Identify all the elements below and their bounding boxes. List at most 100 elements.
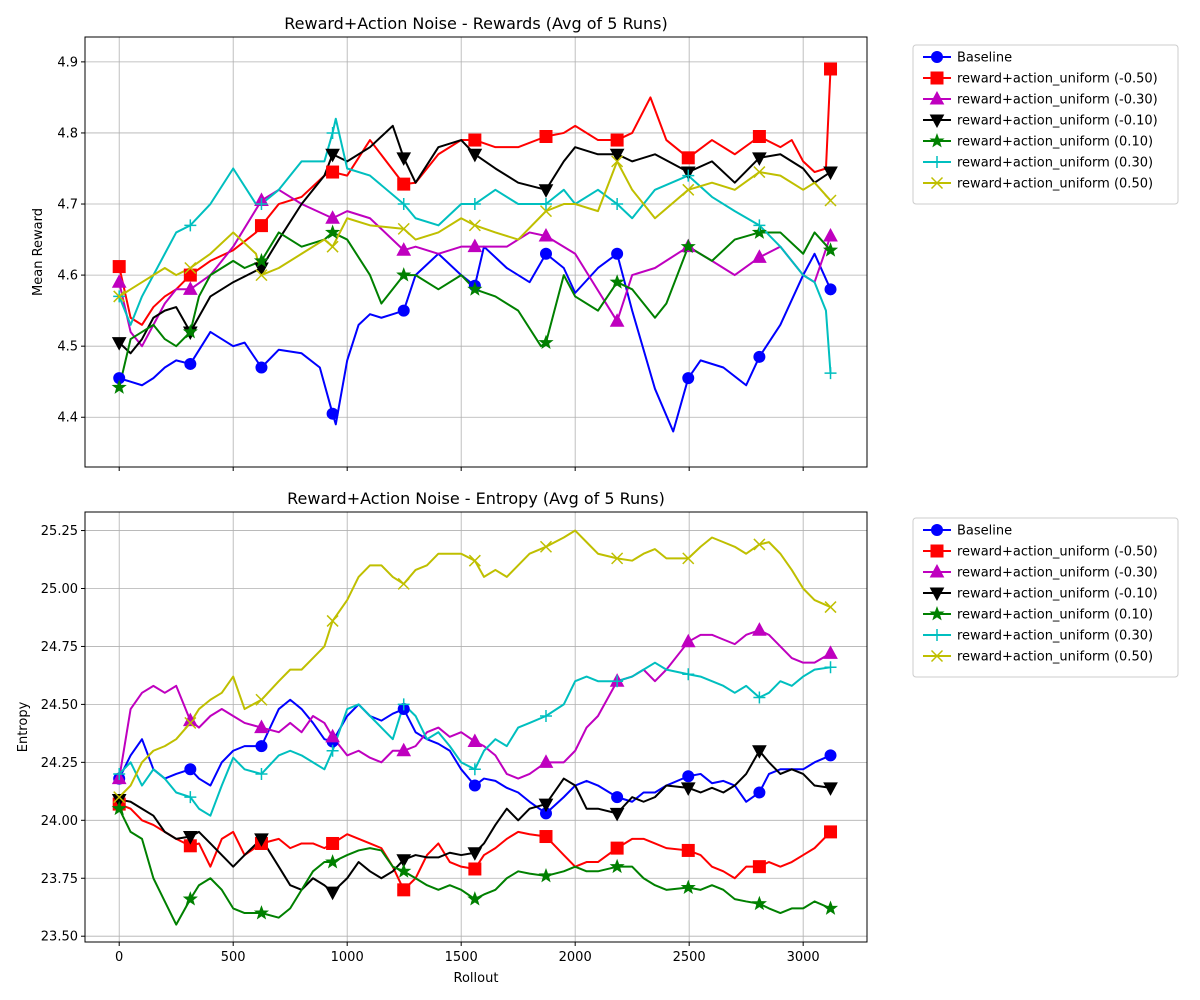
series-marker-3 [254,833,269,847]
series-marker-4 [467,891,483,906]
series-marker-5 [539,198,552,211]
legend-marker [929,133,945,148]
markers-group [111,62,839,420]
series-marker-6 [468,554,481,567]
series-marker-4 [680,879,696,894]
y-tick-label: 25.25 [41,524,78,539]
series-marker-4 [253,252,270,268]
series-marker-4 [822,900,839,915]
series-marker-0 [753,350,766,363]
series-line-2 [118,188,832,348]
entropy-chart: 0 500 1000 1500 2000 2500 3000 23.50 23.75 24.00 2… [16,489,1179,986]
series-line-1 [118,803,832,891]
series-marker-0 [468,779,481,792]
series-marker-6 [113,791,126,804]
legend-marker [929,90,945,105]
series-line-6 [118,529,831,798]
legend: Baseline reward+action_uniform (-0.50) rew… [912,517,1179,678]
legend: Baseline reward+action_uniform (-0.50) rew… [912,44,1179,205]
series-marker-0 [184,357,197,370]
series-marker-2 [325,210,340,224]
series-marker-4 [325,224,341,239]
chart-title: Reward+Action Noise - Entropy (Avg of 5 … [287,489,665,508]
axes-frame [84,511,868,943]
series-marker-2 [609,313,625,327]
series-marker-6 [326,614,339,627]
series-line-2 [118,629,832,780]
series-marker-1 [326,165,340,179]
series-marker-1 [254,219,268,233]
legend-box [912,517,1179,678]
series-marker-6 [539,540,553,553]
series-marker-0 [255,740,268,753]
series-marker-0 [326,407,339,420]
y-tick-label: 24.75 [41,640,78,655]
series-marker-2 [467,733,483,747]
y-tick-label: 4.5 [57,340,78,355]
series-marker-3 [538,184,554,198]
series-marker-4 [396,863,412,878]
series-marker-6 [753,538,766,551]
y-tick-label: 4.6 [57,269,78,284]
series-line-5 [118,661,831,817]
series-marker-5 [753,691,766,704]
series-marker-2 [396,742,412,757]
series-marker-1 [610,133,624,147]
series-marker-2 [538,754,554,768]
series-marker-3 [823,782,838,796]
legend-marker [931,51,943,63]
series-marker-2 [111,274,127,288]
series-marker-6 [255,693,268,706]
rewards-chart: 4.4 4.5 4.6 4.7 4.8 4.9 Reward+Action Noise - … [31,14,1179,471]
series-marker-1 [397,883,411,897]
series-marker-1 [752,130,766,144]
series-marker-6 [468,219,481,232]
series-marker-2 [325,728,340,743]
series-marker-4 [396,267,412,282]
series-marker-0 [824,749,837,762]
series-marker-6 [824,194,837,207]
legend-marker [929,114,945,129]
chart-title: Reward+Action Noise - Rewards (Avg of 5 … [284,14,668,33]
y-tick-label: 4.4 [57,411,78,426]
axes-frame [84,36,868,468]
series-line-3 [119,749,831,894]
series-marker-4 [538,334,554,350]
legend-marker [931,156,943,168]
x-axis-label: Rollout [454,971,499,986]
legend-label: reward+action_uniform (0.30) [957,629,1153,644]
series-marker-1 [326,836,340,850]
series-marker-3 [182,831,198,845]
legend-box [912,44,1179,205]
series-marker-2 [823,645,838,659]
series-marker-5 [326,744,339,757]
series-marker-6 [753,166,766,179]
legend-label: reward+action_uniform (0.50) [957,177,1153,192]
series-marker-0 [753,786,766,799]
y-tick-label: 4.8 [57,126,78,141]
series-marker-3 [325,886,340,901]
series-marker-6 [682,552,695,565]
series-marker-0 [397,304,410,317]
series-marker-6 [539,205,553,218]
series-marker-1 [468,133,482,147]
series-marker-2 [680,633,696,648]
series-marker-4 [680,238,696,254]
y-axis-label: Mean Reward [31,208,46,296]
grid [85,512,867,942]
series-marker-2 [467,238,483,253]
series-marker-5 [113,767,126,780]
legend-label: Baseline [957,51,1012,66]
markers-group [111,538,839,920]
series-marker-4 [467,281,483,296]
legend-label: reward+action_uniform (0.10) [957,135,1153,150]
series-marker-5 [184,791,197,804]
legend-label: reward+action_uniform (-0.50) [957,545,1158,560]
y-tick-label: 24.00 [41,814,78,829]
series-marker-0 [824,283,837,296]
series-marker-3 [609,807,625,822]
legend-marker [930,649,944,663]
series-marker-5 [255,198,268,211]
series-marker-2 [752,249,767,263]
